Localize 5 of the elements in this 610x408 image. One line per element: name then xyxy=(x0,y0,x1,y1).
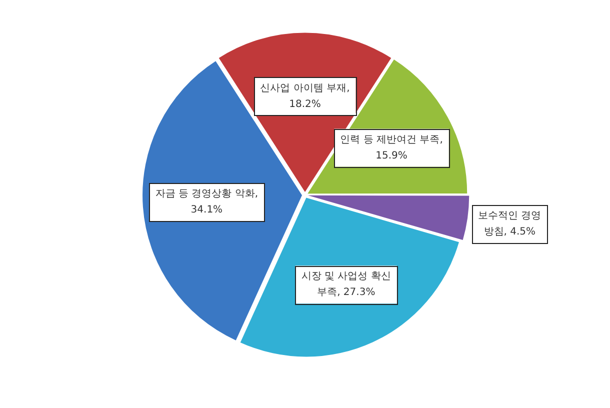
data-label: 보수적인 경영 방침, 4.5% xyxy=(478,210,542,238)
data-label: 인력 등 제반여건 부족, 15.9% xyxy=(340,134,443,162)
data-label: 신사업 아이템 부재, 18.2% xyxy=(260,83,350,110)
data-label: 자금 등 경영상황 악화, 34.1% xyxy=(155,188,258,216)
data-label: 시장 및 사업성 확신 부족, 27.3% xyxy=(301,271,391,298)
